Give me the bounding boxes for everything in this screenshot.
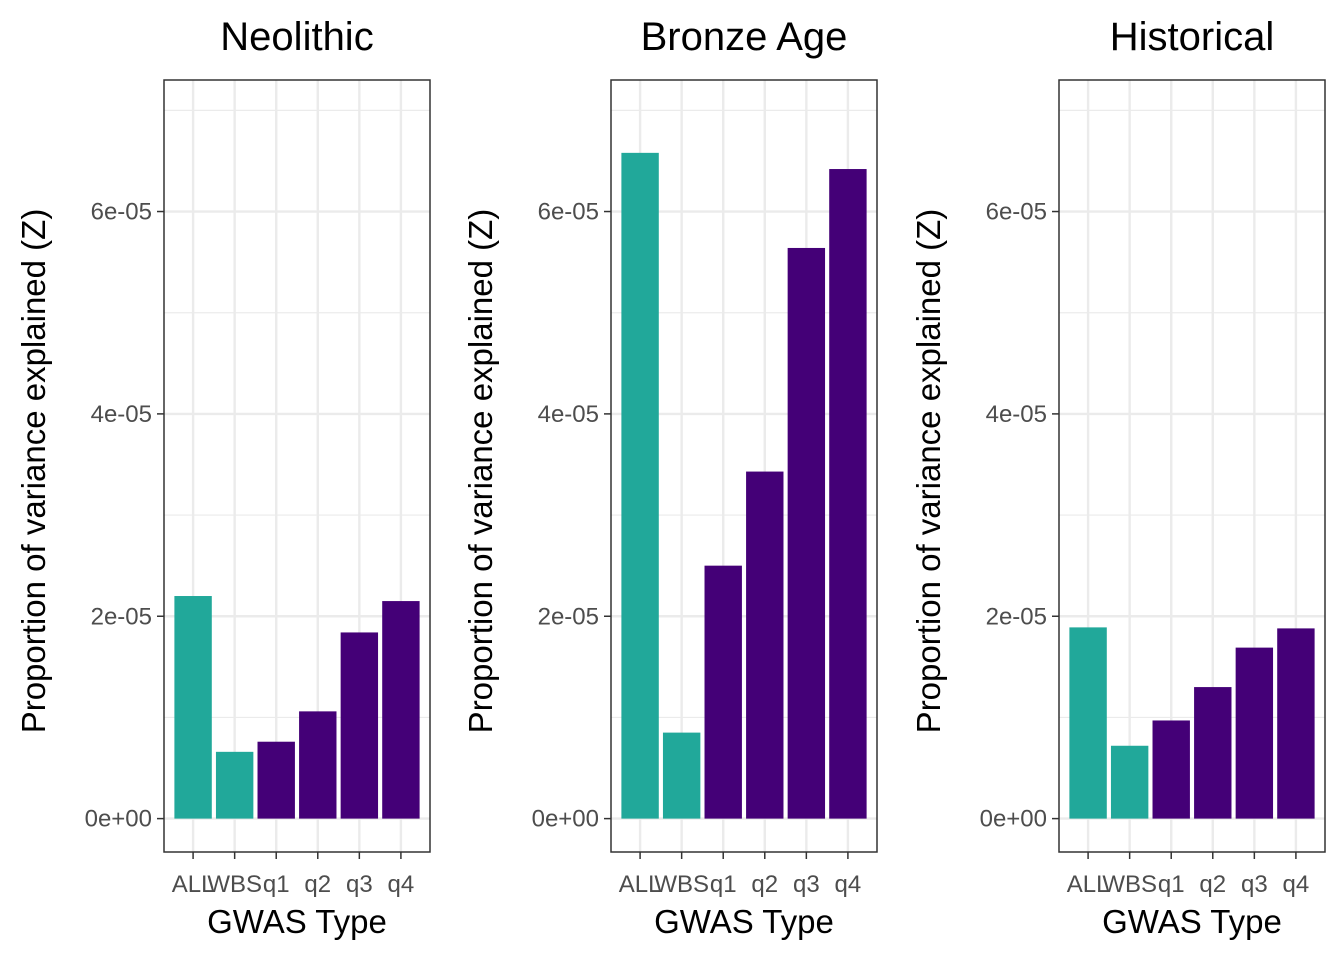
y-axis-label: Proportion of variance explained (Z) (462, 209, 499, 734)
x-axis-label: GWAS Type (207, 903, 387, 940)
bar-all (621, 152, 659, 819)
panel-title: Bronze Age (641, 15, 848, 59)
y-tick-label: 4e-05 (91, 401, 152, 428)
x-tick-label: q3 (1241, 871, 1268, 898)
bar-q3 (1235, 647, 1274, 819)
x-axis-label: GWAS Type (1102, 903, 1282, 940)
bar-q4 (829, 169, 867, 819)
y-tick-label: 0e+00 (85, 806, 152, 833)
bar-q2 (1194, 687, 1232, 819)
y-tick-label: 4e-05 (986, 401, 1047, 428)
x-tick-label: q2 (1199, 871, 1226, 898)
x-tick-label: ALL (1067, 871, 1110, 898)
x-tick-label: WBS (654, 871, 709, 898)
y-tick-label: 2e-05 (91, 603, 152, 630)
x-tick-label: q2 (751, 871, 778, 898)
x-tick-label: q4 (1283, 871, 1310, 898)
bar-q3 (787, 247, 826, 819)
x-tick-label: q2 (304, 871, 331, 898)
y-tick-label: 6e-05 (91, 199, 152, 226)
panel-border (163, 79, 431, 853)
x-tick-label: q3 (346, 871, 373, 898)
panel-title: Neolithic (220, 15, 373, 59)
bar-wbs (662, 732, 701, 819)
bar-q2 (746, 471, 784, 819)
x-tick-label: ALL (619, 871, 662, 898)
bar-q1 (257, 741, 295, 819)
y-tick-label: 6e-05 (986, 199, 1047, 226)
x-tick-label: WBS (207, 871, 262, 898)
bar-q1 (704, 565, 742, 819)
bar-q4 (382, 601, 420, 819)
bar-q4 (1277, 628, 1315, 819)
y-tick-label: 2e-05 (986, 603, 1047, 630)
y-tick-label: 4e-05 (538, 401, 599, 428)
bar-q1 (1152, 720, 1190, 819)
bar-q2 (299, 711, 337, 819)
x-tick-label: q3 (793, 871, 820, 898)
x-axis-label: GWAS Type (654, 903, 834, 940)
y-tick-label: 6e-05 (538, 199, 599, 226)
y-tick-label: 2e-05 (538, 603, 599, 630)
x-tick-label: q1 (710, 871, 737, 898)
panel-border (1058, 79, 1326, 853)
x-tick-label: q4 (388, 871, 415, 898)
x-tick-label: ALL (172, 871, 215, 898)
x-tick-label: q1 (263, 871, 290, 898)
x-tick-label: q1 (1158, 871, 1185, 898)
x-tick-label: q4 (835, 871, 862, 898)
y-tick-label: 0e+00 (532, 806, 599, 833)
bar-q3 (340, 632, 379, 819)
x-tick-label: WBS (1102, 871, 1157, 898)
bar-all (174, 596, 212, 819)
bar-wbs (1110, 745, 1149, 819)
y-axis-label: Proportion of variance explained (Z) (910, 209, 947, 734)
y-tick-label: 0e+00 (980, 806, 1047, 833)
panel-border (610, 79, 878, 853)
y-axis-label: Proportion of variance explained (Z) (15, 209, 52, 734)
panel-title: Historical (1110, 15, 1274, 59)
bar-wbs (215, 751, 254, 819)
bar-all (1069, 627, 1107, 819)
